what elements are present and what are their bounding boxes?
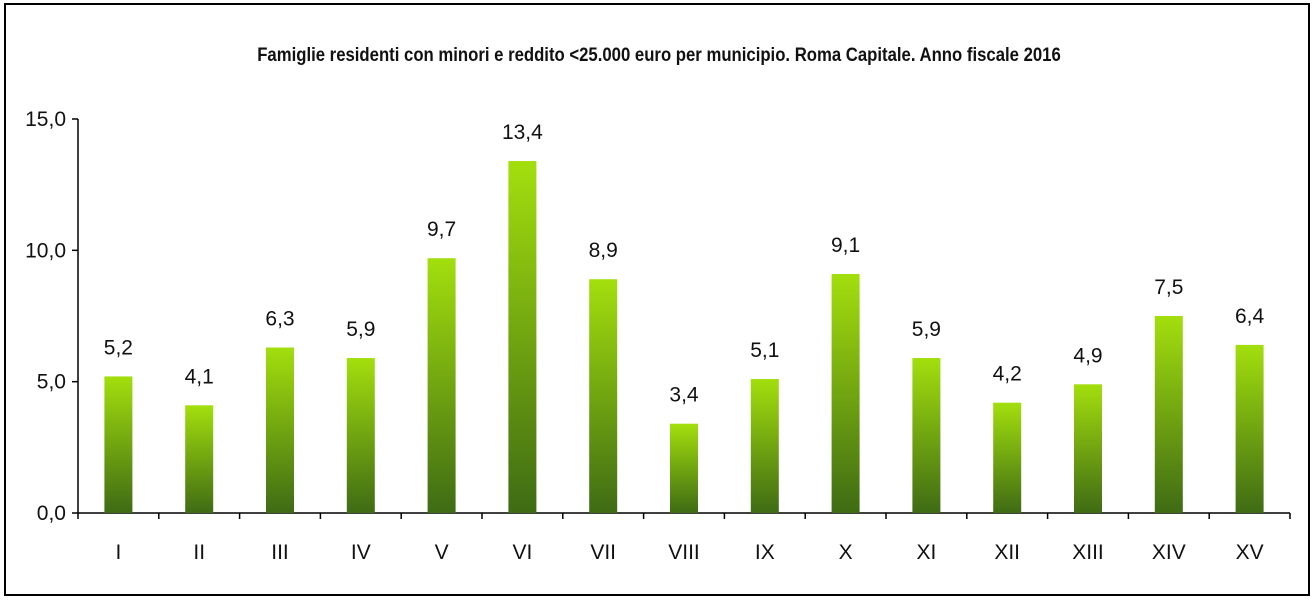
data-label: 9,7 — [427, 218, 456, 241]
bar — [427, 258, 456, 513]
bar — [1154, 316, 1183, 513]
bar — [993, 402, 1022, 513]
x-tick-label: II — [193, 541, 205, 564]
bar — [912, 358, 941, 513]
bar — [831, 273, 860, 513]
bar — [508, 161, 537, 513]
x-tick-label: VIII — [668, 541, 700, 564]
bar — [346, 358, 375, 513]
chart-bars — [104, 161, 1264, 513]
chart-title: Famiglie residenti con minori e reddito … — [257, 45, 1061, 66]
data-label: 5,2 — [104, 336, 133, 359]
chart-labels: 5,2 I 4,1 II 6,3 III 5,9 IV 9,7 V 13,4 VI 8,9 VII 3,4 V… — [104, 121, 1265, 564]
y-tick-label: 15,0 — [25, 108, 66, 131]
bar — [1074, 384, 1102, 513]
x-tick-label: V — [435, 541, 449, 564]
bar — [266, 347, 294, 513]
data-label: 4,2 — [993, 363, 1022, 386]
bar — [589, 279, 618, 513]
data-label: 8,9 — [589, 239, 618, 262]
data-label: 3,4 — [669, 384, 699, 407]
data-label: 4,9 — [1073, 344, 1102, 367]
x-tick-label: IV — [351, 541, 371, 564]
y-tick-label: 0,0 — [37, 502, 66, 525]
x-tick-label: III — [271, 541, 289, 564]
bar — [1235, 344, 1264, 513]
bar — [185, 405, 214, 513]
x-tick-label: XIII — [1072, 541, 1104, 564]
x-tick-label: VII — [590, 541, 616, 564]
x-tick-label: XV — [1236, 541, 1264, 564]
data-label: 4,1 — [185, 365, 214, 388]
x-tick-label: XII — [994, 541, 1020, 564]
x-tick-label: X — [839, 541, 853, 564]
data-label: 5,9 — [912, 318, 941, 341]
x-tick-label: XI — [916, 541, 936, 564]
data-label: 6,4 — [1235, 305, 1265, 328]
x-tick-label: XIV — [1152, 541, 1186, 564]
data-label: 5,9 — [346, 318, 375, 341]
data-label: 13,4 — [502, 121, 543, 144]
y-tick-label: 10,0 — [25, 239, 66, 262]
x-tick-label: I — [115, 541, 121, 564]
y-tick-label: 5,0 — [37, 371, 66, 394]
x-tick-label: IX — [755, 541, 775, 564]
x-tick-label: VI — [512, 541, 532, 564]
data-label: 9,1 — [831, 234, 860, 257]
data-label: 5,1 — [750, 339, 779, 362]
data-label: 6,3 — [265, 308, 294, 331]
bar — [104, 376, 133, 513]
chart-frame: Famiglie residenti con minori e reddito … — [4, 3, 1310, 596]
bar — [750, 379, 779, 513]
bar — [670, 423, 698, 513]
data-label: 7,5 — [1154, 276, 1183, 299]
